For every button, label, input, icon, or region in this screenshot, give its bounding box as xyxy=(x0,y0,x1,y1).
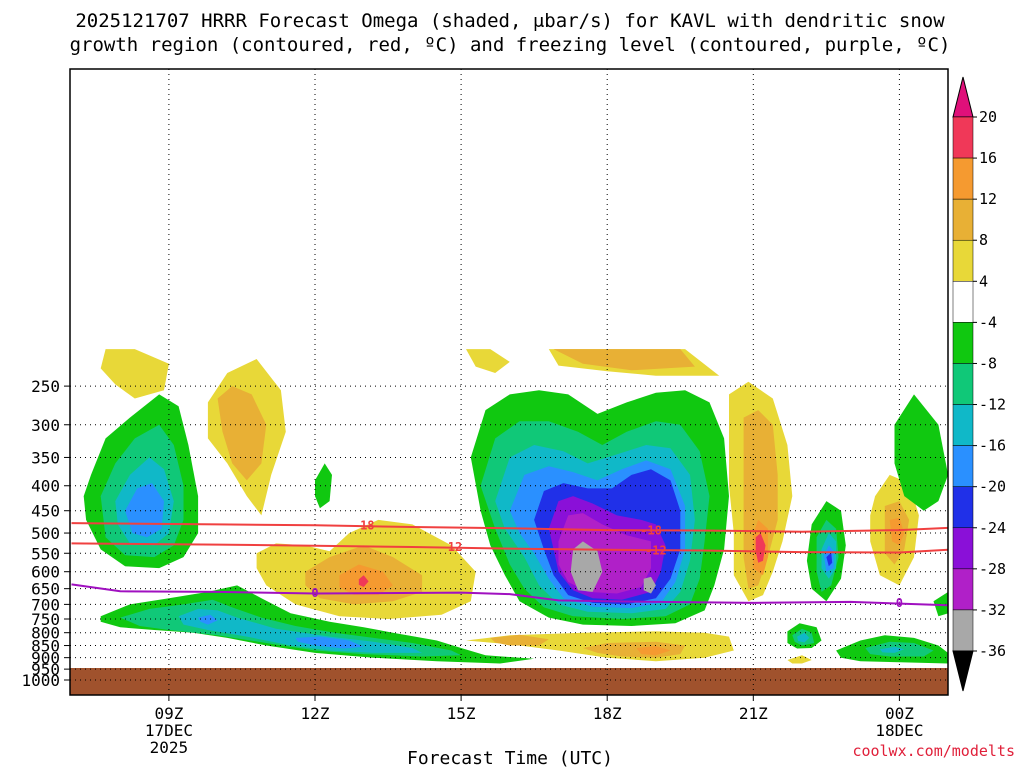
x-tick-label-09Z: 09Z xyxy=(154,704,183,723)
colorbar-label-16: 16 xyxy=(979,149,997,167)
y-tick-label-400: 400 xyxy=(31,477,60,496)
colorbar-swatch--32 xyxy=(952,609,974,652)
colorbar-swatch-8 xyxy=(952,239,974,282)
x-axis-label: Forecast Time (UTC) xyxy=(407,748,613,768)
y-tick-label-250: 250 xyxy=(31,377,60,396)
isotherm-label-0: 0 xyxy=(311,586,318,600)
omega-region-6-5 xyxy=(879,646,905,653)
temperature-contours: -18 -18 -12 -12 0 0 xyxy=(71,518,948,610)
y-tick-label-450: 450 xyxy=(31,502,60,521)
plot-area: -18 -18 -12 -12 0 0 xyxy=(69,68,949,696)
x-tick-label-21Z: 21Z xyxy=(739,704,768,723)
y-tick-label-550: 550 xyxy=(31,544,60,563)
colorbar-label--12: -12 xyxy=(979,396,1006,414)
isotherm-label--12: -12 xyxy=(441,540,463,554)
omega-region-2-3 xyxy=(636,646,671,656)
isotherm-line-0 xyxy=(71,583,948,607)
omega-region-7-4 xyxy=(295,636,364,649)
omega-region-1-2 xyxy=(743,410,778,589)
colorbar-label--20: -20 xyxy=(979,478,1006,496)
omega-region-8-1 xyxy=(826,552,833,567)
credit-text[interactable]: coolwx.com/modelts xyxy=(852,742,1015,760)
colorbar-label-4: 4 xyxy=(979,272,988,290)
colorbar-swatch-4 xyxy=(952,281,974,323)
colorbar-swatch--12 xyxy=(952,404,974,446)
x-tick-date: 17DEC xyxy=(145,721,193,740)
x-tick-label-18Z: 18Z xyxy=(593,704,622,723)
chart-title-line1: 2025121707 HRRR Forecast Omega (shaded, … xyxy=(75,10,945,32)
y-tick-label-700: 700 xyxy=(31,595,60,614)
omega-region-4-1 xyxy=(315,463,332,509)
isotherm-label--18: -18 xyxy=(353,518,375,532)
colorbar-top-arrow xyxy=(952,76,974,118)
colorbar-label--16: -16 xyxy=(979,437,1006,455)
plot-frame xyxy=(69,68,949,696)
omega-region-11-0 xyxy=(570,541,603,592)
omega-region-3-1 xyxy=(358,575,369,587)
omega-region-0-0 xyxy=(100,349,169,399)
colorbar-label--28: -28 xyxy=(979,560,1006,578)
x-tick-label-12Z: 12Z xyxy=(301,704,330,723)
colorbar-swatch--8 xyxy=(952,363,974,405)
chart-title-line2: growth region (contoured, red, ºC) and f… xyxy=(70,34,951,56)
isotherm-line--12 xyxy=(71,542,948,554)
colorbar-swatch--4 xyxy=(952,322,974,364)
colorbar-swatch-12 xyxy=(952,198,974,241)
ground-surface xyxy=(70,668,948,695)
colorbar-label--36: -36 xyxy=(979,642,1006,660)
omega-region-7-3 xyxy=(198,614,218,625)
colorbar-swatch--16 xyxy=(952,445,974,487)
colorbar-swatch-16 xyxy=(952,157,974,200)
colorbar-bottom-arrow xyxy=(952,650,974,692)
y-tick-label-350: 350 xyxy=(31,448,60,467)
omega-region-1-1 xyxy=(553,349,695,371)
isotherm-label-0: 0 xyxy=(896,596,903,610)
omega-region-11-1 xyxy=(643,576,656,594)
y-tick-label-600: 600 xyxy=(31,563,60,582)
colorbar-label--32: -32 xyxy=(979,601,1006,619)
y-tick-label-650: 650 xyxy=(31,580,60,599)
y-tick-label-500: 500 xyxy=(31,524,60,543)
x-tick-date: 18DEC xyxy=(875,721,923,740)
colorbar-swatch--28 xyxy=(952,568,974,611)
omega-region-6-4 xyxy=(797,632,810,643)
y-tick-label-800: 800 xyxy=(31,624,60,643)
omega-region-1-0 xyxy=(217,386,267,481)
x-tick-label-00Z: 00Z xyxy=(885,704,914,723)
colorbar-label-12: 12 xyxy=(979,190,997,208)
colorbar-label--24: -24 xyxy=(979,519,1006,537)
colorbar-label-20: 20 xyxy=(979,108,997,126)
y-tick-label-950: 950 xyxy=(31,660,60,679)
y-tick-label-750: 750 xyxy=(31,610,60,629)
omega-shading xyxy=(83,349,948,664)
omega-region-2-1 xyxy=(889,517,905,546)
x-tick-year: 2025 xyxy=(150,738,189,757)
omega-region-3-0 xyxy=(755,533,766,563)
colorbar-label--8: -8 xyxy=(979,354,997,372)
omega-region-1-5 xyxy=(490,634,549,646)
omega-region-4-4 xyxy=(894,394,948,511)
isotherm-label--18: -18 xyxy=(640,523,662,537)
colorbar-legend: 20 16 12 8 4 -4 -8 -12 -16 -20 -24 -28 -32 -36 xyxy=(952,76,1006,692)
y-tick-label-1000: 1000 xyxy=(21,671,60,690)
x-tick-label-15Z: 15Z xyxy=(447,704,476,723)
y-axis: 2503003504004505005506006507007508008509… xyxy=(21,377,70,690)
y-tick-label-850: 850 xyxy=(31,637,60,656)
colorbar-label-8: 8 xyxy=(979,231,988,249)
omega-region-0-2 xyxy=(466,349,510,373)
isotherm-line--18 xyxy=(71,522,948,533)
colorbar-swatch--20 xyxy=(952,486,974,529)
y-tick-label-300: 300 xyxy=(31,416,60,435)
isotherm-label--12: -12 xyxy=(645,544,667,558)
colorbar-swatch--24 xyxy=(952,527,974,570)
y-tick-label-900: 900 xyxy=(31,649,60,668)
colorbar-label--4: -4 xyxy=(979,313,997,331)
colorbar-swatch-20 xyxy=(952,116,974,159)
omega-region-6-3 xyxy=(178,608,423,653)
